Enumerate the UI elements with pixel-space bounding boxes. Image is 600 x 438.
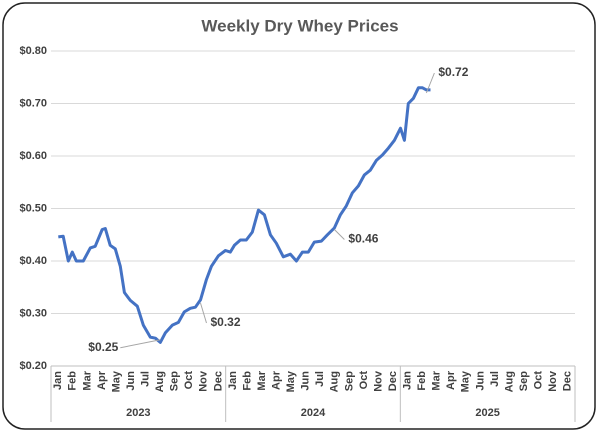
y-tick-label: $0.20	[19, 360, 47, 372]
y-tick-label: $0.40	[19, 255, 47, 267]
x-tick-label: Sep	[343, 371, 355, 391]
x-tick-label: Dec	[212, 371, 224, 391]
x-tick-label: Oct	[358, 371, 370, 390]
x-tick-label: Jan	[227, 371, 239, 390]
x-tick-label: Jul	[489, 371, 501, 387]
x-tick-label: Aug	[503, 371, 515, 392]
chart-title: Weekly Dry Whey Prices	[201, 16, 398, 35]
annotation-leader	[200, 302, 207, 324]
chart-frame	[2, 2, 596, 430]
y-tick-label: $0.50	[19, 202, 47, 214]
x-tick-label: Oct	[533, 371, 545, 390]
x-tick-label: Jun	[125, 371, 137, 391]
y-tick-label: $0.30	[19, 307, 47, 319]
x-tick-label: Mar	[431, 370, 443, 390]
year-label: 2024	[301, 407, 326, 419]
x-tick-label: Nov	[372, 370, 384, 392]
x-tick-label: Jun	[474, 371, 486, 391]
x-tick-label: Dec	[562, 371, 574, 391]
x-tick-label: May	[110, 370, 122, 392]
x-tick-label: Dec	[387, 371, 399, 391]
x-tick-label: Apr	[445, 370, 457, 390]
annotation-leader	[120, 339, 161, 349]
year-label: 2025	[475, 407, 499, 419]
x-tick-label: Aug	[329, 371, 341, 392]
y-tick-label: $0.80	[19, 45, 47, 57]
y-tick-label: $0.70	[19, 97, 47, 109]
x-tick-label: Jul	[314, 371, 326, 387]
x-tick-label: Sep	[518, 371, 530, 391]
x-tick-label: Mar	[81, 370, 93, 390]
x-tick-label: Apr	[271, 370, 283, 390]
x-tick-label: Feb	[67, 371, 79, 391]
x-tick-label: Jan	[402, 371, 414, 390]
x-tick-label: Apr	[96, 370, 108, 390]
year-label: 2023	[126, 407, 150, 419]
x-tick-label: Jan	[52, 371, 64, 390]
annotation-leader	[425, 72, 435, 94]
x-tick-label: Jul	[140, 371, 152, 387]
x-tick-label: Sep	[169, 371, 181, 391]
x-tick-label: Feb	[416, 371, 428, 391]
y-tick-label: $0.60	[19, 150, 47, 162]
annotation-leader	[334, 229, 345, 240]
x-tick-label: Feb	[241, 371, 253, 391]
x-tick-label: Oct	[183, 371, 195, 390]
annotation-label: $0.72	[438, 65, 468, 79]
annotation-label: $0.46	[348, 232, 378, 246]
x-tick-label: Aug	[154, 371, 166, 392]
annotation-label: $0.32	[210, 315, 240, 329]
x-tick-label: May	[460, 370, 472, 392]
x-tick-label: Jun	[300, 371, 312, 391]
x-tick-label: May	[285, 370, 297, 392]
x-tick-label: Mar	[256, 370, 268, 390]
data-line	[58, 86, 431, 344]
x-tick-label: Nov	[198, 370, 210, 392]
annotation-label: $0.25	[88, 340, 118, 354]
x-tick-label: Nov	[547, 370, 559, 392]
